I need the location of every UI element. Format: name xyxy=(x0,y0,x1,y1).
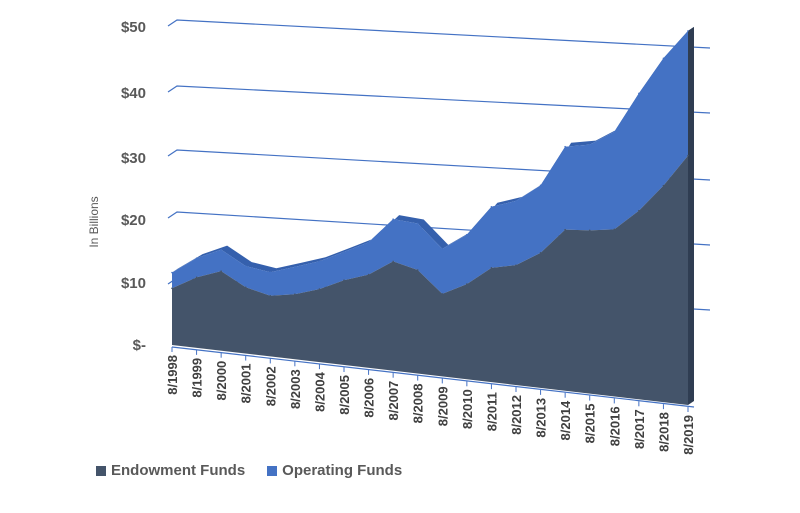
legend-item-endowment: Endowment Funds xyxy=(96,462,245,479)
data-point-endowment xyxy=(195,276,198,279)
x-tick-label: 8/1999 xyxy=(190,358,205,398)
data-point-operating xyxy=(220,248,222,251)
gridline xyxy=(167,19,711,49)
data-point-endowment xyxy=(244,286,247,289)
data-point-operating xyxy=(638,92,640,95)
data-point-endowment xyxy=(220,270,222,272)
legend-label-endowment: Endowment Funds xyxy=(111,462,246,479)
data-point-operating xyxy=(367,241,370,244)
data-point-endowment xyxy=(638,209,640,212)
area-side-face xyxy=(688,26,694,406)
data-point-endowment xyxy=(466,283,468,285)
x-tick-label: 8/2001 xyxy=(239,364,254,404)
data-point-operating xyxy=(416,222,419,225)
x-tick-label: 8/2004 xyxy=(312,371,327,412)
data-point-operating xyxy=(294,266,296,268)
y-axis-title: In Billions xyxy=(87,196,101,247)
y-axis: $- $10 $20 $30 $40 $50 xyxy=(121,19,146,354)
x-axis-line xyxy=(171,346,695,408)
data-point-endowment xyxy=(392,260,394,263)
data-point-endowment xyxy=(687,154,689,157)
data-point-operating xyxy=(269,271,272,274)
area-operating-funds xyxy=(172,30,688,296)
x-tick-label: 8/2007 xyxy=(386,381,401,421)
y-tick-label: $10 xyxy=(121,275,146,292)
data-point-operating xyxy=(613,130,616,133)
legend: Endowment Funds Operating Funds xyxy=(96,462,402,479)
data-point-operating xyxy=(564,145,566,148)
data-point-endowment xyxy=(318,288,321,290)
data-point-endowment xyxy=(367,273,370,276)
x-tick-label: 8/2018 xyxy=(656,412,671,452)
data-point-operating xyxy=(662,57,665,60)
data-point-endowment xyxy=(441,293,444,295)
x-tick-label: 8/2012 xyxy=(509,395,524,435)
legend-swatch-endowment xyxy=(96,465,106,476)
data-point-operating xyxy=(687,30,689,32)
data-point-endowment xyxy=(564,228,566,231)
data-point-endowment xyxy=(539,252,542,254)
gridline xyxy=(167,85,711,114)
x-tick-label: 8/2000 xyxy=(214,361,229,401)
data-point-operating xyxy=(392,218,394,220)
x-tick-label: 8/1998 xyxy=(165,355,180,395)
data-point-endowment xyxy=(343,279,345,282)
y-tick-label: $40 xyxy=(121,85,146,102)
data-point-endowment xyxy=(490,267,493,269)
x-tick-label: 8/2003 xyxy=(288,369,303,409)
x-tick-label: 8/2013 xyxy=(534,398,549,438)
data-point-operating xyxy=(588,143,591,146)
gridline xyxy=(167,149,711,181)
legend-swatch-operating xyxy=(267,465,278,476)
y-tick-label: $50 xyxy=(121,19,146,36)
data-point-operating xyxy=(244,265,247,267)
x-axis: 8/1998 8/1999 8/2000 8/2001 8/2002 8/2003 8/20… xyxy=(165,346,696,455)
data-point-endowment xyxy=(416,269,419,271)
areas xyxy=(171,26,694,406)
x-tick-label: 8/2005 xyxy=(337,375,352,415)
data-point-operating xyxy=(441,248,444,250)
data-point-endowment xyxy=(613,228,616,231)
data-point-operating xyxy=(515,200,517,202)
y-tick-label: $20 xyxy=(121,212,146,229)
data-point-endowment xyxy=(515,264,517,266)
x-tick-label: 8/2008 xyxy=(411,384,426,424)
data-point-operating xyxy=(490,206,493,208)
data-point-operating xyxy=(171,271,173,274)
x-tick-label: 8/2010 xyxy=(460,389,475,429)
data-point-operating xyxy=(195,257,198,259)
data-point-endowment xyxy=(171,287,173,290)
x-tick-label: 8/2006 xyxy=(362,378,377,418)
y-tick-label: $30 xyxy=(121,150,146,167)
x-tick-label: 8/2014 xyxy=(558,400,573,441)
data-point-operating xyxy=(539,184,542,187)
x-tick-label: 8/2017 xyxy=(632,409,647,449)
data-point-endowment xyxy=(662,184,665,187)
data-point-endowment xyxy=(269,294,272,297)
data-point-operating xyxy=(466,233,468,236)
area-endowment-funds xyxy=(172,155,688,405)
data-point-operating xyxy=(318,260,321,263)
data-point-operating xyxy=(343,251,345,253)
x-tick-label: 8/2019 xyxy=(681,415,696,455)
x-tick-label: 8/2015 xyxy=(583,404,598,444)
data-point-endowment xyxy=(588,229,591,232)
x-tick-label: 8/2016 xyxy=(607,406,622,446)
x-tick-label: 8/2009 xyxy=(435,386,450,426)
x-tick-label: 8/2011 xyxy=(484,392,499,431)
area-top-edge-operating xyxy=(172,26,694,273)
legend-item-operating: Operating Funds xyxy=(267,462,402,479)
data-point-endowment xyxy=(294,293,296,296)
x-tick-label: 8/2002 xyxy=(263,366,278,406)
legend-label-operating: Operating Funds xyxy=(282,462,403,479)
y-tick-label: $- xyxy=(133,337,146,354)
